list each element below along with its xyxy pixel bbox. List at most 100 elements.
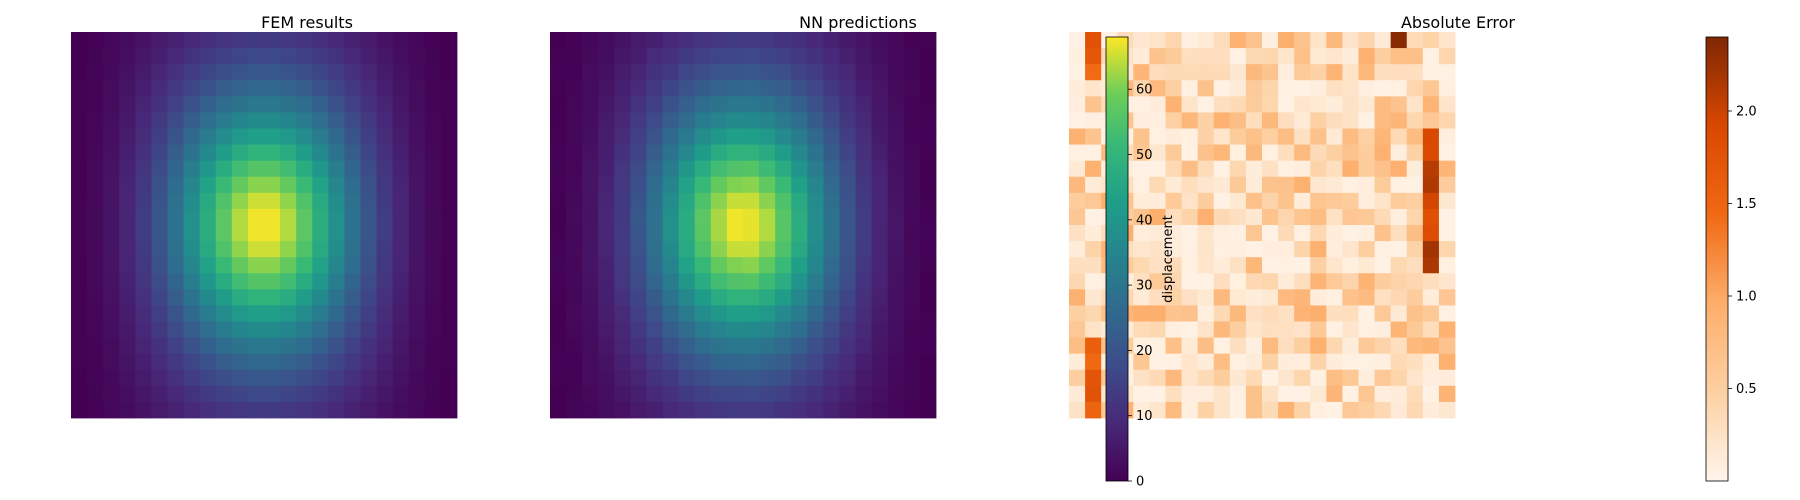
heatmap-cell xyxy=(614,257,631,274)
heatmap-cell xyxy=(855,321,873,338)
heatmap-cell xyxy=(678,32,696,49)
heatmap-cell xyxy=(1438,401,1456,419)
heatmap-cell xyxy=(392,337,410,355)
heatmap-cell xyxy=(1133,192,1150,210)
heatmap-cell xyxy=(296,160,313,178)
heatmap-cell xyxy=(312,305,329,322)
heatmap-cell xyxy=(550,112,567,129)
heatmap-cell xyxy=(678,353,696,371)
heatmap-cell xyxy=(630,32,647,49)
heatmap-cell xyxy=(1085,225,1102,242)
heatmap-cell xyxy=(1262,273,1279,290)
heatmap-cell xyxy=(550,353,567,371)
heatmap-cell xyxy=(646,144,663,162)
heatmap-cell xyxy=(871,289,889,306)
heatmap-cell xyxy=(1245,176,1263,194)
heatmap-cell xyxy=(264,48,281,65)
heatmap-cell xyxy=(440,176,458,194)
heatmap-cell xyxy=(1229,337,1247,355)
heatmap-cell xyxy=(871,96,889,113)
heatmap-cell xyxy=(440,112,458,129)
heatmap-cell xyxy=(1149,273,1166,290)
heatmap-cell xyxy=(775,128,792,145)
heatmap-cell xyxy=(280,96,297,113)
heatmap-cell xyxy=(1326,208,1343,226)
heatmap-cell xyxy=(1374,321,1392,338)
heatmap-cell xyxy=(726,160,744,178)
heatmap-cell xyxy=(791,64,808,81)
heatmap-cell xyxy=(440,144,458,162)
heatmap-cell xyxy=(710,401,728,419)
heatmap-cell xyxy=(630,305,647,322)
heatmap-cell xyxy=(167,353,184,371)
heatmap-cell xyxy=(231,96,249,113)
heatmap-cell xyxy=(264,337,281,355)
heatmap-cell xyxy=(167,128,184,145)
heatmap-cell xyxy=(1245,144,1263,162)
heatmap-cell xyxy=(694,337,712,355)
heatmap-cell xyxy=(1422,369,1440,387)
heatmap-cell xyxy=(1213,176,1231,194)
heatmap-cell xyxy=(231,225,249,242)
heatmap-cell xyxy=(1262,160,1279,178)
heatmap-cell xyxy=(231,305,249,322)
heatmap-cell xyxy=(408,225,426,242)
heatmap-cell xyxy=(598,80,615,97)
heatmap-cell xyxy=(1342,321,1359,338)
heatmap-cell xyxy=(344,369,361,387)
heatmap-cell xyxy=(1197,176,1215,194)
heatmap-cell xyxy=(1069,369,1086,387)
heatmap-cell xyxy=(823,241,840,258)
heatmap-cell xyxy=(296,241,313,258)
heatmap-cell xyxy=(1245,273,1263,290)
heatmap-cell xyxy=(135,160,152,178)
heatmap-cell xyxy=(376,353,394,371)
heatmap-cell xyxy=(1085,369,1102,387)
heatmap-cell xyxy=(1438,96,1456,113)
heatmap-cell xyxy=(566,225,583,242)
heatmap-cell xyxy=(1438,305,1456,322)
heatmap-cell xyxy=(726,385,744,403)
heatmap-cell xyxy=(903,225,921,242)
heatmap-cell xyxy=(424,385,442,403)
heatmap-cell xyxy=(1438,32,1456,49)
heatmap-cell xyxy=(743,353,760,371)
heatmap-cell xyxy=(1326,112,1343,129)
heatmap-cell xyxy=(344,337,361,355)
heatmap-cell xyxy=(215,64,233,81)
heatmap-cell xyxy=(1133,369,1150,387)
heatmap-cell xyxy=(1406,401,1424,419)
heatmap-cell xyxy=(1197,257,1215,274)
heatmap-cell xyxy=(135,208,152,226)
heatmap-cell xyxy=(726,305,744,322)
heatmap-cell xyxy=(183,80,201,97)
heatmap-cell xyxy=(1213,225,1231,242)
heatmap-cell xyxy=(408,337,426,355)
heatmap-cell xyxy=(807,401,824,419)
heatmap-cell xyxy=(1278,353,1295,371)
heatmap-cell xyxy=(1358,257,1375,274)
heatmap-cell xyxy=(296,385,313,403)
heatmap-cell xyxy=(839,208,856,226)
heatmap-cell xyxy=(1149,353,1166,371)
heatmap-cell xyxy=(646,128,663,145)
heatmap-cell xyxy=(1326,192,1343,210)
heatmap-cell xyxy=(1262,225,1279,242)
heatmap-cell xyxy=(791,176,808,194)
heatmap-cell xyxy=(887,305,905,322)
heatmap-cell xyxy=(424,305,442,322)
heatmap-cell xyxy=(582,160,599,178)
heatmap-cell xyxy=(1390,192,1408,210)
heatmap-cell xyxy=(807,208,824,226)
colorbar-tick-label: 50 xyxy=(1136,148,1153,163)
heatmap-cell xyxy=(1422,160,1440,178)
heatmap-cell xyxy=(1422,241,1440,258)
heatmap-cell xyxy=(694,241,712,258)
heatmap-cell xyxy=(1245,289,1263,306)
heatmap-cell xyxy=(566,369,583,387)
heatmap-cell xyxy=(215,321,233,338)
heatmap-cell xyxy=(328,321,345,338)
heatmap-cell xyxy=(119,112,136,129)
heatmap-cell xyxy=(151,257,168,274)
heatmap-cell xyxy=(1181,160,1199,178)
